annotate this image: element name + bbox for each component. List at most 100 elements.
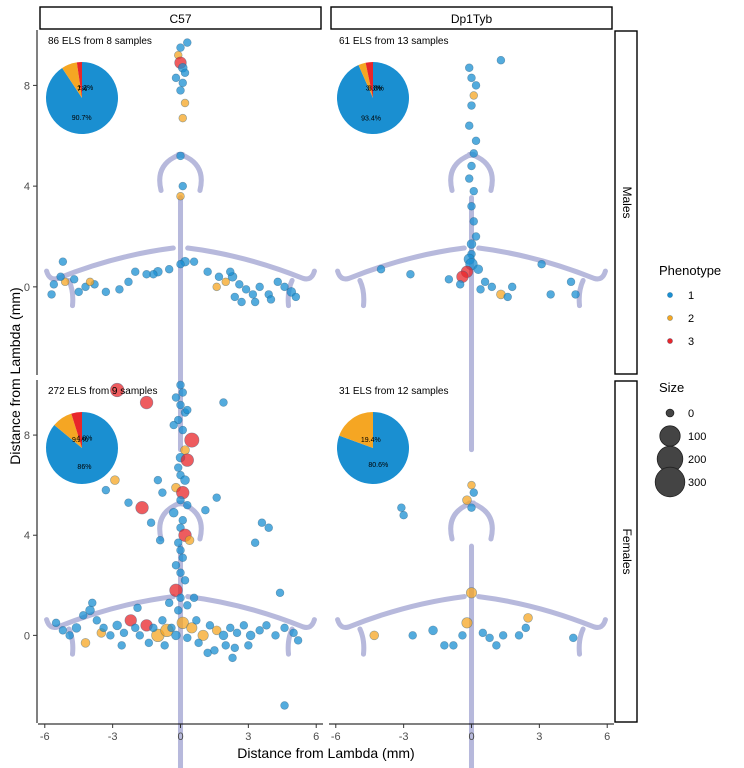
panel-summary: 31 ELS from 12 samples: [339, 386, 449, 397]
pie-label: 1.2%: [77, 85, 93, 92]
point: [469, 91, 478, 100]
point: [241, 285, 251, 294]
point: [189, 593, 199, 603]
point: [212, 493, 221, 502]
point: [168, 507, 179, 518]
point: [467, 101, 476, 110]
point: [174, 606, 183, 615]
point: [230, 643, 240, 653]
point: [184, 535, 195, 546]
point: [164, 598, 174, 608]
point: [71, 623, 82, 633]
point: [92, 616, 102, 625]
point: [99, 623, 108, 633]
point: [262, 621, 271, 630]
axes-layer: C57 Dp1Tyb Males Females -6 -3 0 3 6 -6 -3 0 3 6 0 4 8 0 4…: [7, 6, 638, 761]
point: [255, 626, 264, 635]
pie-slice: [76, 62, 82, 98]
point: [569, 633, 578, 643]
point: [183, 633, 192, 643]
point: [178, 425, 187, 435]
point: [58, 257, 68, 266]
legend-layer: Phenotype 1 2 3 Size 0 100 200 300: [654, 263, 721, 498]
point: [79, 611, 88, 620]
legend-size-label: 100: [688, 431, 706, 443]
y-tick-label: 8: [24, 430, 30, 442]
point: [106, 631, 115, 640]
point: [271, 631, 280, 640]
point: [376, 265, 386, 274]
legend-size-label: 0: [688, 408, 694, 420]
point: [514, 631, 524, 640]
pie-label: 3.3%: [368, 85, 384, 92]
legend-size-title: Size: [659, 380, 684, 395]
point: [465, 174, 474, 183]
point: [449, 641, 458, 650]
point: [280, 282, 289, 292]
pie-chart: 80.6% 19.4%: [337, 412, 409, 485]
point: [124, 277, 133, 287]
point: [171, 561, 181, 570]
point: [146, 518, 156, 527]
point: [180, 98, 190, 108]
point: [266, 295, 276, 304]
pie-slice: [45, 412, 118, 484]
panels-layer: 90.7% 7%1.2% 86 ELS from 8 samples 93.4% 3.3…: [46, 36, 605, 768]
point: [507, 282, 517, 292]
point: [69, 275, 79, 284]
point: [56, 272, 65, 282]
y-tick-label: 4: [24, 530, 30, 542]
pie-label: 7%: [77, 86, 87, 93]
y-tick-label: 0: [24, 282, 30, 294]
point: [546, 290, 555, 299]
point: [203, 267, 212, 276]
point: [465, 587, 478, 599]
point: [205, 621, 215, 630]
legend-size-key: [654, 466, 686, 498]
point: [471, 232, 481, 241]
point: [230, 292, 240, 302]
point: [184, 432, 200, 448]
point: [178, 113, 187, 123]
point: [101, 485, 111, 495]
legend-phenotype-label: 1: [688, 290, 694, 302]
point: [176, 151, 185, 161]
point: [153, 475, 163, 485]
pie-slice: [71, 412, 82, 448]
point: [537, 259, 546, 269]
point: [180, 68, 190, 78]
point: [523, 613, 533, 623]
point: [289, 628, 298, 638]
point: [219, 398, 228, 407]
point: [51, 618, 61, 628]
point: [250, 538, 260, 547]
point: [255, 282, 264, 292]
point: [221, 641, 230, 650]
legend-size-key: [659, 425, 681, 447]
point: [461, 617, 473, 629]
point: [273, 277, 282, 287]
point: [467, 480, 476, 490]
point: [167, 623, 176, 633]
point: [176, 546, 185, 555]
point: [232, 628, 242, 638]
point: [496, 55, 506, 65]
point: [183, 405, 192, 415]
pie-chart: 86%9.2%4.8%: [45, 412, 118, 484]
point: [192, 616, 201, 625]
point: [124, 614, 137, 627]
point: [485, 633, 494, 643]
point: [291, 292, 301, 302]
x-tick-label: 6: [604, 731, 610, 743]
point: [571, 290, 580, 299]
point: [174, 463, 183, 472]
point: [144, 638, 154, 648]
point: [226, 623, 235, 633]
strip-col-0: [39, 6, 322, 30]
point: [458, 631, 467, 640]
point: [178, 388, 187, 397]
point: [131, 623, 140, 633]
pie-slice: [62, 62, 82, 98]
point: [503, 292, 512, 302]
legend-phenotype-label: 3: [688, 336, 694, 348]
